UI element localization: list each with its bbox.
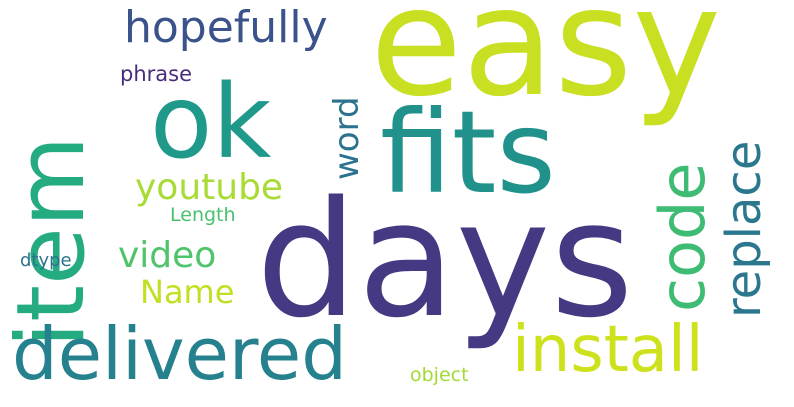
word-video: video [118,235,217,276]
word-hopefully: hopefully [124,2,328,53]
word-dtype: dtype [20,250,72,271]
word-easy: easy [370,0,722,130]
word-delivered: delivered [12,312,347,396]
word-code: code [646,162,719,312]
word-youtube: youtube [135,167,284,208]
word-install: install [512,313,704,387]
word-ok: ok [150,63,272,182]
word-phrase: phrase [120,62,193,86]
word-name: Name [140,273,235,311]
word-fits: fits [380,86,556,219]
word-length: Length [170,204,236,226]
word-object: object [410,364,469,386]
word-replace: replace [716,140,772,318]
word-word: word [327,96,367,180]
word-days: days [256,166,634,353]
